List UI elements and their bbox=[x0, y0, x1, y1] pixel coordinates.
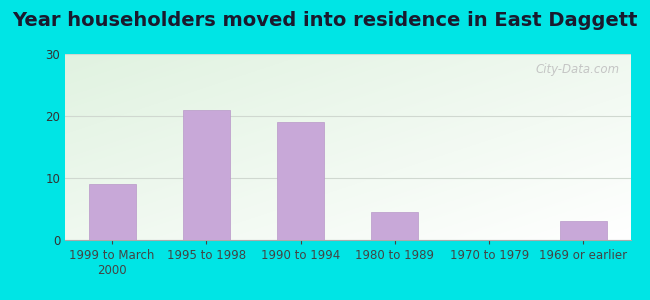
Bar bbox=[371, 212, 419, 240]
Bar bbox=[277, 122, 324, 240]
Bar bbox=[183, 110, 230, 240]
Bar bbox=[560, 221, 607, 240]
Bar bbox=[88, 184, 136, 240]
Text: Year householders moved into residence in East Daggett: Year householders moved into residence i… bbox=[12, 11, 638, 29]
Text: City-Data.com: City-Data.com bbox=[535, 63, 619, 76]
